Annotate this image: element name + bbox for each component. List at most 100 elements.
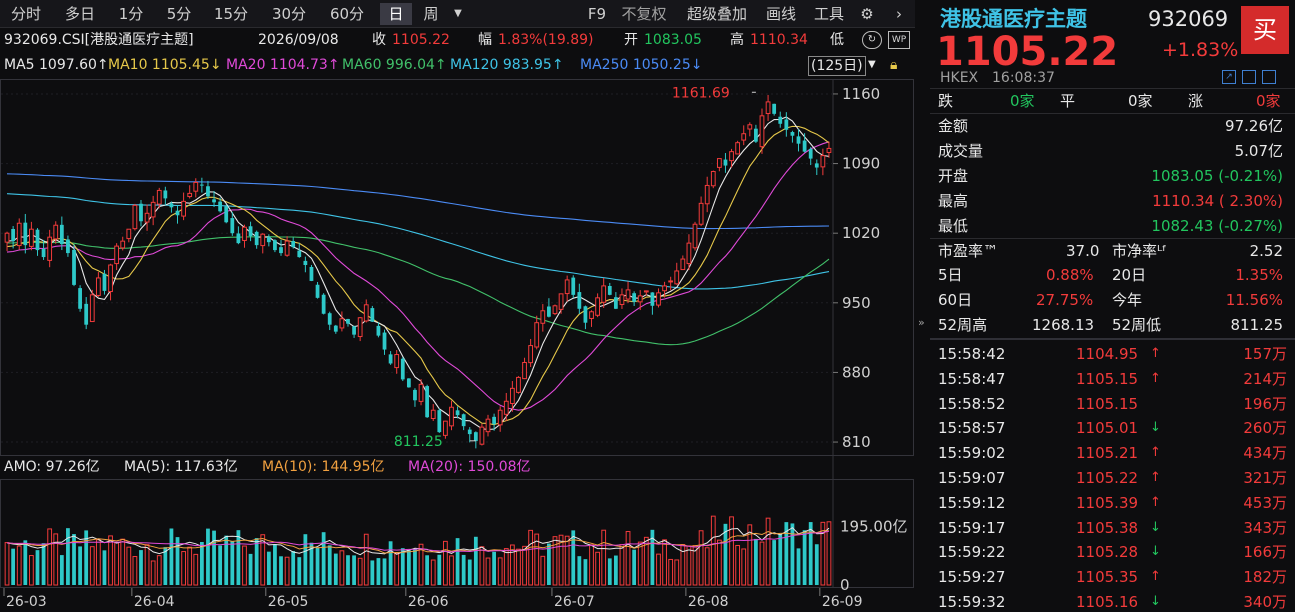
flat-count: 0家 — [1128, 92, 1153, 110]
x-tick-label: 26-08 — [688, 594, 729, 610]
tick-arrow: ↑ — [1150, 445, 1161, 461]
candle-body — [595, 297, 600, 316]
tab-15min[interactable]: 15分 — [213, 5, 249, 23]
candle-body — [327, 313, 332, 325]
volume-bar — [266, 551, 271, 585]
divider — [930, 88, 1295, 89]
tab-1min[interactable]: 1分 — [118, 5, 144, 23]
price-tick-label: 880 — [842, 363, 871, 381]
tab-60min[interactable]: 60分 — [329, 5, 365, 23]
volume-bar — [370, 560, 375, 585]
overlay-button[interactable]: 超级叠加 — [686, 5, 747, 23]
amo-ma5: MA(5): 117.63亿 — [124, 459, 238, 475]
caret-down-icon[interactable]: ▼ — [868, 59, 876, 70]
tab-duori[interactable]: 多日 — [64, 5, 95, 23]
tick-arrow: ↑ — [1150, 370, 1161, 386]
candle-body — [698, 202, 704, 225]
window-icon[interactable] — [1242, 70, 1256, 84]
stat-value: 97.26亿 — [1225, 117, 1283, 135]
volume-bar — [814, 544, 819, 585]
candle-body — [248, 226, 253, 237]
divider — [930, 238, 1295, 239]
volume-bar — [193, 553, 199, 586]
tab-day[interactable]: 日 — [380, 3, 412, 25]
tab-fenshi[interactable]: 分时 — [10, 5, 41, 23]
chevron-right-icon[interactable]: › — [896, 5, 902, 23]
wp-icon[interactable]: WP — [888, 31, 910, 49]
tools-button[interactable]: 工具 — [813, 5, 844, 23]
candle-body — [455, 410, 460, 416]
tick-time: 15:59:32 — [938, 593, 1006, 611]
tick-time: 15:58:42 — [938, 345, 1006, 363]
candle-body — [430, 409, 436, 420]
candle-body — [772, 103, 777, 114]
volume-bar — [643, 536, 649, 586]
period-selector[interactable]: (125日) — [808, 56, 866, 76]
tab-5min[interactable]: 5分 — [166, 5, 192, 23]
volume-bar — [820, 521, 826, 586]
x-tick-label: 26-04 — [134, 594, 175, 610]
candle-body — [102, 273, 107, 291]
volume-bar — [242, 545, 247, 586]
volume-bar — [102, 550, 107, 585]
volume-bar — [583, 559, 588, 585]
price-tick-label: 1090 — [842, 155, 880, 173]
up-count: 0家 — [1256, 92, 1281, 110]
candle-body — [35, 229, 40, 251]
stat-label: 最高 — [938, 192, 969, 210]
candle-body — [279, 247, 283, 254]
buy-button[interactable]: 买 — [1241, 6, 1289, 54]
tick-price: 1105.01 — [1076, 419, 1139, 438]
candle-body — [674, 270, 680, 285]
volume-bar — [66, 528, 70, 585]
tab-30min[interactable]: 30分 — [271, 5, 307, 23]
volume-bar — [754, 538, 758, 585]
candle-body — [11, 228, 16, 242]
tick-volume: 453万 — [1243, 493, 1287, 512]
candle-body — [224, 206, 229, 223]
gear-icon[interactable]: ⚙ — [860, 5, 874, 23]
candle-body — [601, 285, 607, 303]
refresh-icon[interactable]: ↻ — [862, 31, 882, 49]
lock-icon[interactable]: 🔒︎ — [890, 57, 898, 73]
x-tick-label: 26-09 — [822, 594, 863, 610]
ma20-label: MA20 1104.73↑ — [226, 57, 340, 73]
candle-body — [163, 190, 168, 199]
candle-body — [181, 200, 186, 217]
tab-week[interactable]: 周 — [423, 5, 439, 23]
tick-volume: 166万 — [1243, 543, 1287, 562]
volume-bar — [784, 522, 789, 585]
volume-bar — [571, 530, 576, 585]
adjust-button[interactable]: 不复权 — [621, 5, 667, 23]
tick-price: 1105.35 — [1076, 568, 1139, 587]
period-dropdown-icon[interactable]: ▼ — [454, 8, 462, 19]
restore-icon[interactable] — [1262, 70, 1276, 84]
volume-bar — [558, 534, 564, 586]
candle-body — [400, 358, 405, 380]
candle-body — [754, 128, 758, 142]
candle-body — [370, 308, 375, 322]
candle-body — [144, 212, 150, 223]
price-change: +1.83% — [1162, 39, 1239, 61]
candle-body — [577, 292, 582, 309]
kline-chart[interactable]: 1160 1090 1020 950 880 810 195.00亿 0 26-03 26-04 2… — [0, 0, 915, 612]
last-price: 1105.22 — [936, 29, 1119, 75]
candle-body — [741, 133, 747, 141]
collapse-arrow-icon[interactable]: » — [918, 316, 925, 329]
pe-value: 37.0 — [1066, 242, 1100, 260]
open-value: 1083.05 — [644, 32, 702, 48]
d60-value: 27.75% — [1036, 291, 1094, 309]
candle-body — [23, 222, 28, 246]
candle-body — [668, 280, 674, 283]
candle-body — [571, 277, 576, 295]
candle-body — [619, 294, 625, 305]
stat-label: 开盘 — [938, 167, 969, 185]
candle-body — [309, 266, 314, 281]
candle-body — [607, 286, 612, 295]
draw-button[interactable]: 画线 — [765, 5, 796, 23]
expand-icon[interactable]: ↗ — [1222, 70, 1236, 84]
f9-button[interactable]: F9 — [587, 5, 607, 23]
high-label: 高 — [730, 32, 744, 48]
candle-body — [175, 210, 180, 216]
tick-arrow: ↑ — [1150, 346, 1161, 361]
